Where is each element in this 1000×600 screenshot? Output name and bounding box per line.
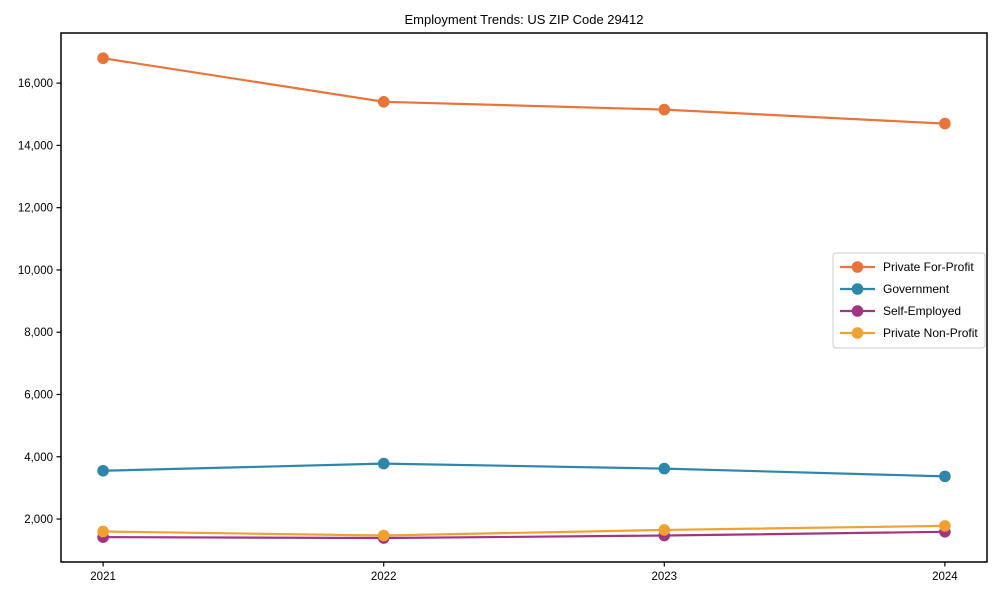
data-point-private-for-profit [377,96,390,108]
data-point-private-non-profit [939,520,951,532]
legend-entry-private-for-profit: Private For-Profit [840,260,974,274]
legend-box [832,252,986,349]
legend-marker-icon [851,305,864,317]
y-axis: 2,000 4,000 6,000 8,000 10,000 12,000 14,000 16… [18,78,61,526]
y-tick-label: 6,000 [24,389,53,401]
series-line-private-for-profit [101,57,947,125]
legend-label: Private For-Profit [883,260,974,274]
y-tick-label: 10,000 [18,265,53,277]
x-axis: 2021 2022 2023 2024 [90,562,958,583]
y-tick-label: 14,000 [18,140,53,152]
data-point-government [377,457,390,470]
data-point-government [939,470,951,483]
series-group [97,52,951,544]
y-tick-label: 4,000 [24,452,53,464]
legend-entry-self-employed: Self-Employed [840,304,961,318]
data-point-private-for-profit [939,117,951,130]
data-point-government [658,462,671,475]
y-tick-label: 16,000 [18,78,53,90]
x-tick-label: 2022 [371,571,397,583]
data-point-private-non-profit [377,529,390,542]
data-point-private-for-profit [97,52,109,65]
data-point-private-non-profit [97,525,109,538]
legend-marker-icon [851,283,864,295]
legend: Private For-Profit Government Self-Employe… [832,252,986,349]
series-line-private-non-profit [101,524,947,537]
legend-marker-icon [851,327,864,339]
legend-label: Private Non-Profit [883,326,978,340]
y-tick-label: 12,000 [18,203,53,215]
plot-border [60,32,988,563]
legend-label: Government [883,282,950,296]
x-tick-label: 2021 [90,571,116,583]
legend-label: Self-Employed [883,304,961,318]
y-tick-label: 2,000 [24,514,53,526]
x-tick-label: 2024 [932,571,958,583]
data-point-private-for-profit [658,103,671,116]
chart-title: Employment Trends: US ZIP Code 29412 [405,12,644,27]
series-line-government [101,462,947,478]
legend-marker-icon [851,261,864,273]
y-tick-label: 8,000 [24,327,53,339]
legend-entry-private-non-profit: Private Non-Profit [840,326,978,340]
data-point-government [97,464,109,477]
x-tick-label: 2023 [652,571,678,583]
legend-entry-government: Government [840,282,950,296]
data-point-private-non-profit [658,524,671,536]
series-line-self-employed [101,530,947,540]
